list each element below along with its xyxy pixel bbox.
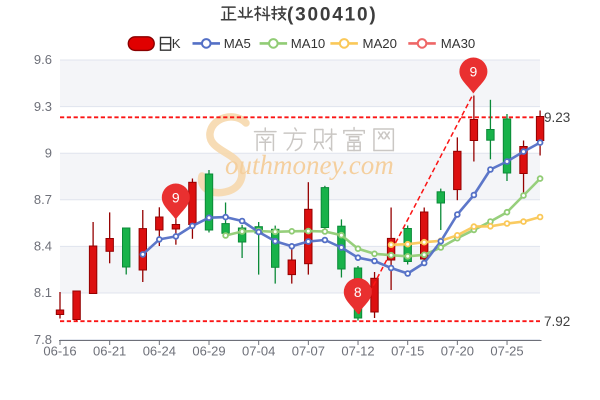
svg-text:MA5: MA5 — [224, 36, 251, 51]
svg-text:07-12: 07-12 — [341, 344, 374, 359]
svg-text:06-29: 06-29 — [192, 344, 225, 359]
svg-text:MA30: MA30 — [441, 36, 475, 51]
svg-text:06-24: 06-24 — [143, 344, 176, 359]
svg-text:9.3: 9.3 — [34, 99, 52, 114]
svg-text:MA20: MA20 — [363, 36, 397, 51]
svg-text:06-21: 06-21 — [93, 344, 126, 359]
svg-text:8.4: 8.4 — [34, 239, 52, 254]
svg-text:outhmoney.com: outhmoney.com — [225, 150, 394, 180]
svg-text:8.7: 8.7 — [34, 192, 52, 207]
svg-text:9.23: 9.23 — [544, 110, 570, 125]
svg-text:MA10: MA10 — [291, 36, 325, 51]
svg-text:8.1: 8.1 — [34, 285, 52, 300]
svg-text:07-07: 07-07 — [292, 344, 325, 359]
svg-text:07-15: 07-15 — [391, 344, 424, 359]
svg-text:9: 9 — [470, 63, 478, 79]
svg-text:8: 8 — [354, 284, 362, 300]
svg-text:7.8: 7.8 — [34, 332, 52, 347]
svg-text:07-20: 07-20 — [441, 344, 474, 359]
svg-text:9: 9 — [172, 189, 180, 205]
svg-text:07-25: 07-25 — [490, 344, 523, 359]
svg-text:K: K — [172, 36, 181, 51]
svg-text:06-16: 06-16 — [43, 344, 76, 359]
svg-text:07-04: 07-04 — [242, 344, 275, 359]
svg-text:9.6: 9.6 — [34, 52, 52, 67]
svg-text:9: 9 — [45, 145, 52, 160]
svg-text:(300410): (300410) — [287, 5, 377, 26]
svg-text:7.92: 7.92 — [544, 314, 570, 329]
